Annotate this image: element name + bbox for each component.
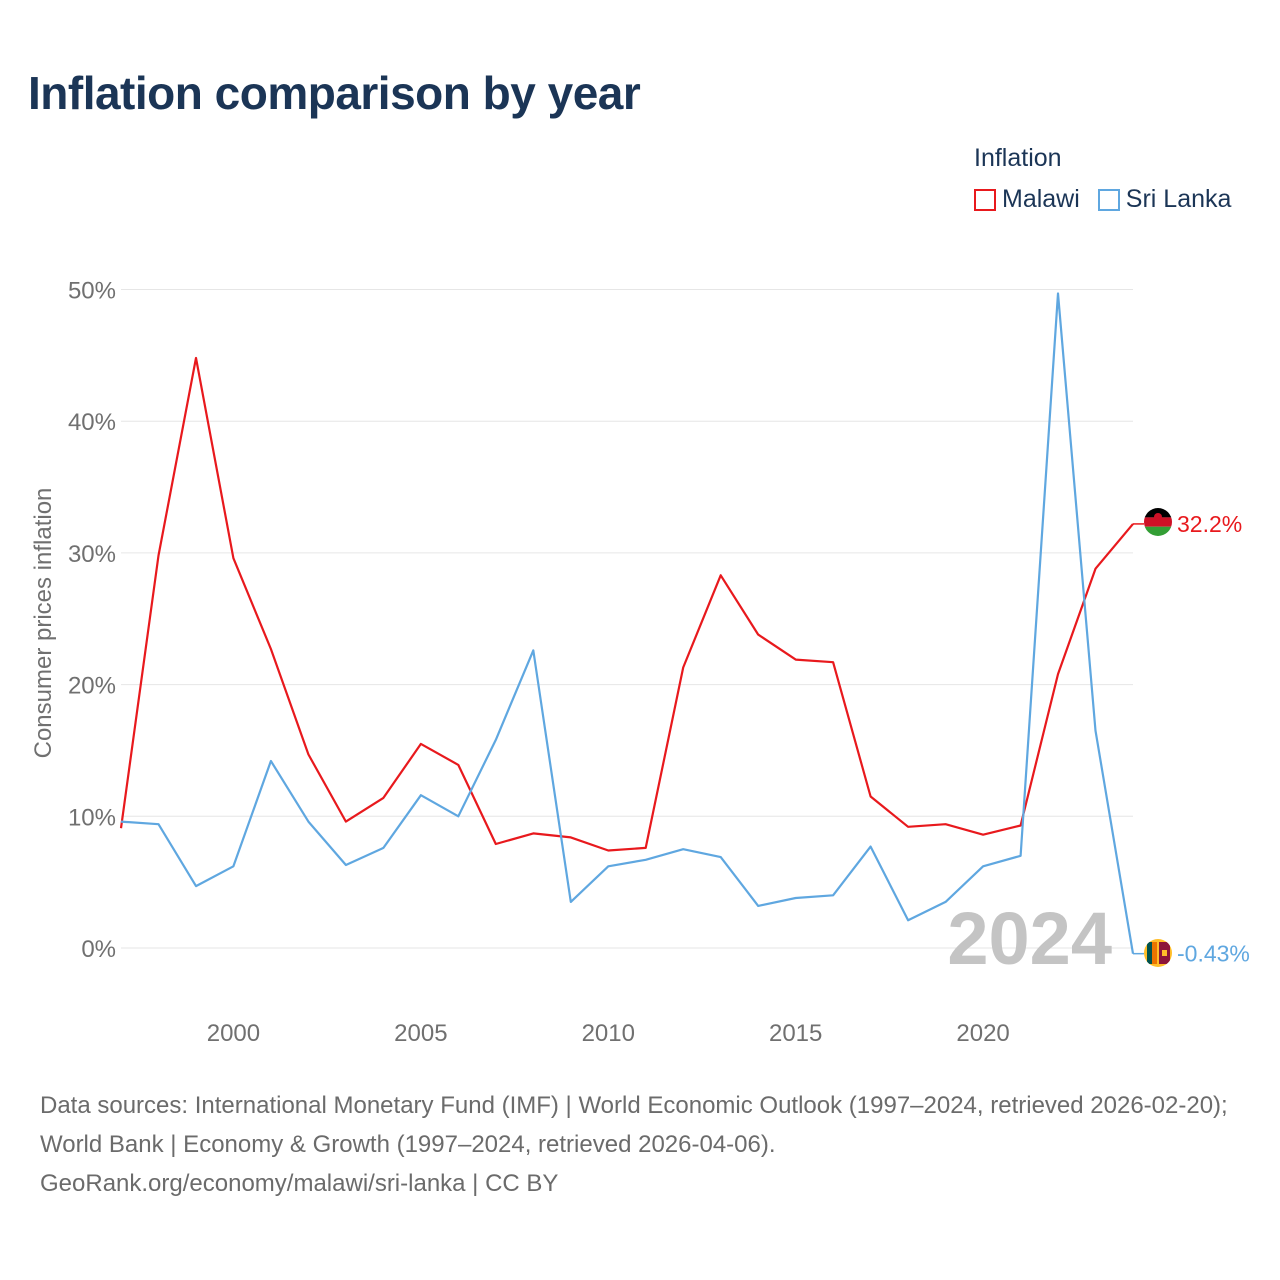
- attribution-link[interactable]: GeoRank.org/economy/malawi/sri-lanka | C…: [40, 1170, 559, 1197]
- y-tick-label: 20%: [68, 673, 116, 700]
- year-watermark: 2024: [947, 897, 1112, 980]
- end-label-sri-lanka: -0.43%: [1177, 941, 1250, 967]
- x-tick-label: 2005: [394, 1020, 447, 1047]
- page-title: Inflation comparison by year: [28, 67, 641, 119]
- series-line-malawi[interactable]: [119, 356, 1134, 852]
- sri-lanka-flag-icon: [1144, 939, 1172, 967]
- x-tick-label: 2010: [582, 1020, 635, 1047]
- x-tick-label: 2015: [769, 1020, 822, 1047]
- grid-lines: [121, 289, 1133, 949]
- x-axis-ticks: 2000 2005 2010 2015 2020: [207, 1020, 1010, 1047]
- footer: Data sources: International Monetary Fun…: [40, 1086, 1250, 1203]
- y-axis-ticks: 0% 10% 20% 30% 40% 50%: [68, 278, 116, 964]
- data-sources: Data sources: International Monetary Fun…: [40, 1092, 1228, 1158]
- series-line-sri-lanka[interactable]: [120, 292, 1135, 954]
- y-tick-label: 0%: [81, 936, 116, 963]
- y-tick-label: 40%: [68, 409, 116, 436]
- y-tick-label: 30%: [68, 541, 116, 568]
- legend-title: Inflation: [974, 144, 1062, 172]
- x-tick-label: 2000: [207, 1020, 260, 1047]
- y-tick-label: 10%: [68, 804, 116, 831]
- legend-swatch-malawi: [974, 188, 996, 211]
- y-axis-label: Consumer prices inflation: [30, 488, 57, 759]
- end-label-malawi: 32.2%: [1177, 511, 1242, 537]
- legend: Inflation Malawi Sri Lanka: [974, 144, 1231, 214]
- malawi-flag-icon: [1144, 508, 1172, 536]
- legend-swatch-sri-lanka: [1097, 188, 1120, 211]
- line-chart: 2024 0%10%20%30%40%50% 2000 2005 2010 2015 2…: [30, 278, 1250, 1048]
- legend-label-sri-lanka: Sri Lanka: [1125, 185, 1232, 213]
- legend-item-sri-lanka[interactable]: Sri Lanka: [1097, 185, 1232, 214]
- legend-item-malawi[interactable]: Malawi: [974, 185, 1080, 214]
- y-tick-label: 50%: [68, 278, 116, 305]
- legend-label-malawi: Malawi: [1002, 185, 1080, 213]
- x-tick-label: 2020: [956, 1020, 1009, 1047]
